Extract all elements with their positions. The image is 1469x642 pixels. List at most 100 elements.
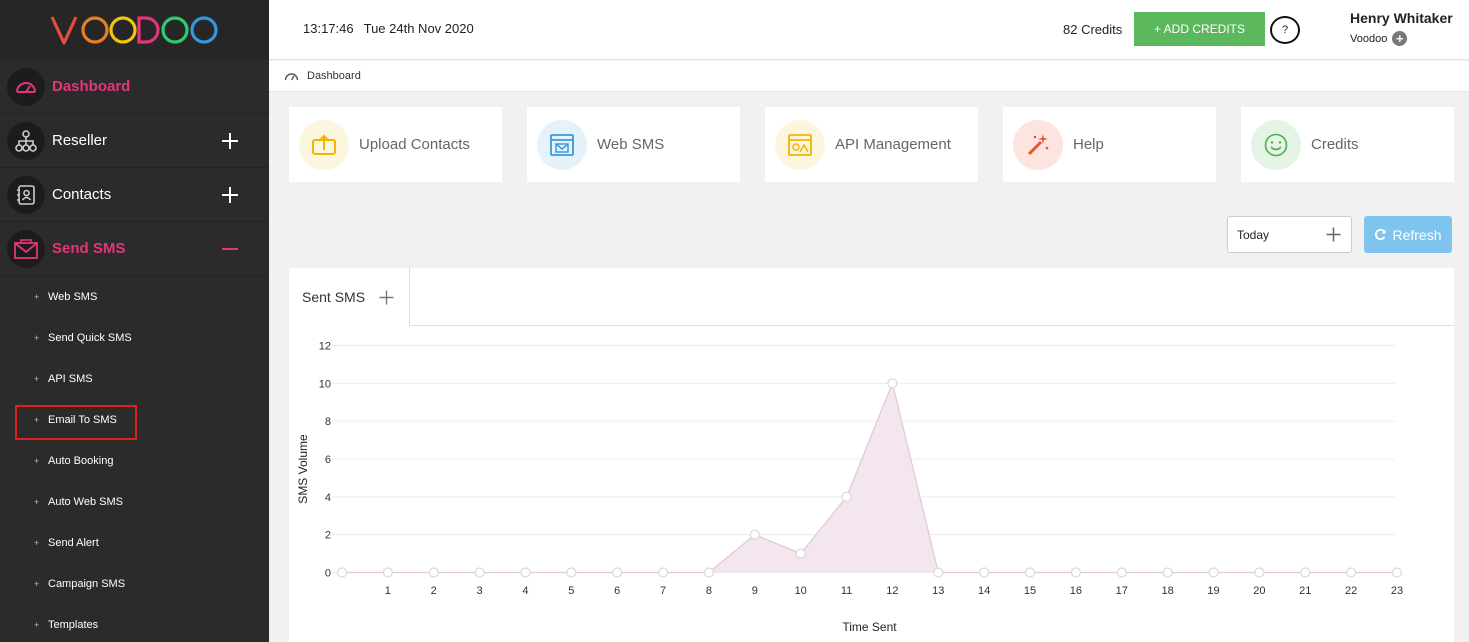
x-tick-label: 19 xyxy=(1207,585,1219,597)
nav-reseller-label: Reseller xyxy=(52,132,108,149)
y-tick-label: 12 xyxy=(319,341,331,353)
x-tick-label: 12 xyxy=(886,585,898,597)
voodoo-logo[interactable] xyxy=(0,0,269,60)
x-tick-label: 4 xyxy=(522,585,528,597)
data-point[interactable] xyxy=(1391,567,1403,578)
sent-sms-panel: Sent SMS 0 2 4 6 8 10 12 1 2 3 4 5 6 7 8 9 10 11 12 13 14 15… xyxy=(289,268,1454,642)
data-point[interactable] xyxy=(1024,567,1036,578)
breadcrumb-dashboard[interactable]: Dashboard xyxy=(307,70,361,82)
sub-api-sms[interactable]: + API SMS xyxy=(34,372,93,385)
nav-send-sms-label: Send SMS xyxy=(52,240,126,257)
card-label: API Management xyxy=(835,136,951,153)
nav-dashboard[interactable]: Dashboard xyxy=(0,60,269,114)
expand-plus-icon[interactable] xyxy=(220,131,240,151)
date-range-value: Today xyxy=(1237,227,1270,242)
sub-send-alert[interactable]: + Send Alert xyxy=(34,536,99,549)
breadcrumb: Dashboard xyxy=(269,61,1469,92)
data-point[interactable] xyxy=(1070,567,1082,578)
user-org-label: Voodoo xyxy=(1350,32,1388,45)
sub-send-quick-sms[interactable]: + Send Quick SMS xyxy=(34,331,132,344)
refresh-button[interactable]: Refresh xyxy=(1364,216,1452,253)
sub-auto-web-sms[interactable]: + Auto Web SMS xyxy=(34,495,123,508)
credits-display: 82 Credits xyxy=(1063,22,1122,37)
data-point[interactable] xyxy=(841,491,852,502)
x-tick-label: 20 xyxy=(1253,585,1265,597)
credits-count: 82 xyxy=(1063,22,1078,37)
add-credits-button[interactable]: + ADD CREDITS xyxy=(1134,12,1265,46)
sub-templates[interactable]: + Templates xyxy=(34,618,99,631)
card-api-management[interactable]: API Management xyxy=(765,107,978,182)
x-tick-label: 13 xyxy=(932,585,944,597)
data-point[interactable] xyxy=(1300,567,1311,578)
browser-mail-icon xyxy=(537,119,587,170)
data-point[interactable] xyxy=(795,548,806,559)
logo-mark xyxy=(50,16,218,45)
x-axis-label: Time Sent xyxy=(842,620,897,634)
y-tick-label: 6 xyxy=(325,454,331,466)
gauge-icon xyxy=(7,67,45,106)
plus-icon[interactable] xyxy=(379,290,394,305)
data-point[interactable] xyxy=(566,567,577,578)
card-label: Web SMS xyxy=(597,136,665,153)
sub-campaign-sms[interactable]: + Campaign SMS xyxy=(34,577,126,590)
data-point[interactable] xyxy=(382,567,393,578)
sidebar: Dashboard Reseller Contacts Send SMS + We… xyxy=(0,0,269,642)
sub-web-sms[interactable]: + Web SMS xyxy=(34,290,98,303)
tab-sent-sms-label: Sent SMS xyxy=(302,289,366,305)
topbar: 13:17:46 Tue 24th Nov 2020 82 Credits + A… xyxy=(269,0,1469,60)
x-tick-label: 23 xyxy=(1391,585,1403,597)
data-point[interactable] xyxy=(1162,567,1173,578)
data-point[interactable] xyxy=(703,567,715,578)
series-area xyxy=(342,383,1397,573)
data-point[interactable] xyxy=(336,567,348,578)
sub-auto-booking[interactable]: + Auto Booking xyxy=(34,454,114,467)
user-name[interactable]: Henry Whitaker xyxy=(1350,10,1453,26)
x-tick-label: 6 xyxy=(614,585,620,597)
tab-sent-sms[interactable]: Sent SMS xyxy=(289,268,410,326)
data-point[interactable] xyxy=(657,567,669,578)
card-help[interactable]: Help xyxy=(1003,107,1216,182)
gauge-icon xyxy=(284,73,299,81)
refresh-label: Refresh xyxy=(1392,226,1442,243)
send-sms-submenu: + Web SMS + Send Quick SMS + API SMS + Email… xyxy=(0,276,269,642)
card-upload-contacts[interactable]: Upload Contacts xyxy=(289,107,502,182)
data-point[interactable] xyxy=(520,567,531,578)
x-tick-label: 18 xyxy=(1162,585,1174,597)
x-tick-label: 2 xyxy=(431,585,437,597)
data-point[interactable] xyxy=(1346,567,1357,578)
card-credits[interactable]: Credits xyxy=(1241,107,1454,182)
data-point[interactable] xyxy=(1116,567,1127,578)
x-tick-label: 1 xyxy=(385,585,391,597)
data-point[interactable] xyxy=(474,567,485,578)
date-range-select[interactable]: Today xyxy=(1227,216,1352,253)
data-point[interactable] xyxy=(887,378,898,389)
x-tick-label: 9 xyxy=(752,585,758,597)
magic-wand-icon xyxy=(1013,119,1063,170)
collapse-minus-icon[interactable] xyxy=(220,239,240,259)
data-point[interactable] xyxy=(933,567,944,578)
x-tick-label: 3 xyxy=(477,585,483,597)
panel-divider xyxy=(410,325,1454,326)
current-time: 13:17:46 xyxy=(303,21,354,36)
data-point[interactable] xyxy=(1254,567,1265,578)
expand-plus-icon[interactable] xyxy=(220,185,240,205)
card-label: Help xyxy=(1073,136,1104,153)
x-tick-label: 21 xyxy=(1299,585,1311,597)
user-org[interactable]: Voodoo + xyxy=(1350,31,1408,46)
nav-send-sms[interactable]: Send SMS xyxy=(0,222,269,276)
data-point[interactable] xyxy=(979,567,990,578)
nav-reseller[interactable]: Reseller xyxy=(0,114,269,168)
data-point[interactable] xyxy=(612,567,623,578)
x-tick-label: 16 xyxy=(1070,585,1082,597)
data-point[interactable] xyxy=(428,567,439,578)
nav-contacts[interactable]: Contacts xyxy=(0,168,269,222)
data-point[interactable] xyxy=(749,529,760,540)
add-circle-icon[interactable]: + xyxy=(1392,31,1408,46)
card-web-sms[interactable]: Web SMS xyxy=(527,107,740,182)
nav-dashboard-label: Dashboard xyxy=(52,78,131,95)
credits-label: Credits xyxy=(1081,22,1123,37)
help-button[interactable]: ? xyxy=(1270,16,1300,44)
data-point[interactable] xyxy=(1208,567,1219,578)
sub-email-to-sms[interactable]: + Email To SMS xyxy=(0,399,269,440)
y-tick-label: 2 xyxy=(325,530,331,542)
